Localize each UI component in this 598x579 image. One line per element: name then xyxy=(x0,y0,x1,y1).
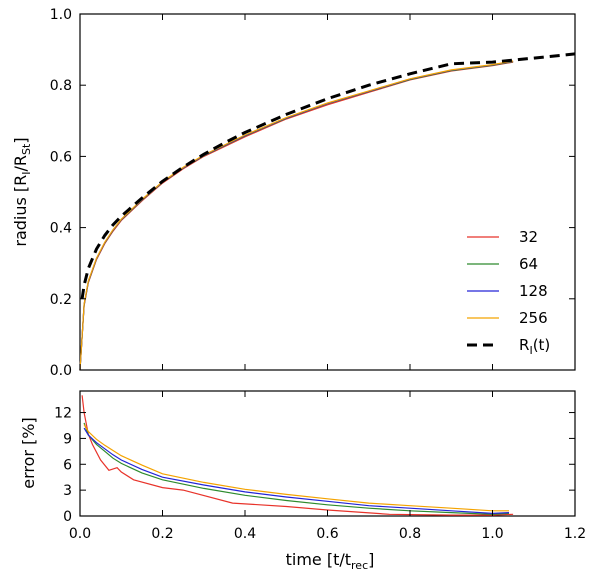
error-axis-ticks: 0 3 6 9 12 0.0 0.2 0.4 0.6 0.8 1.0 1.2 xyxy=(54,391,586,542)
radius-series-line-1 xyxy=(79,61,514,371)
x-tick-label: 0.2 xyxy=(151,526,173,542)
error-series-line-3 xyxy=(83,424,509,512)
x-tick-label: 0.6 xyxy=(316,526,338,542)
error-series-line-2 xyxy=(83,427,510,515)
legend-label-0: 32 xyxy=(519,228,538,246)
legend-label-2: 128 xyxy=(519,282,548,300)
legend: 32 64 128 256 RI(t) xyxy=(467,228,550,357)
x-tick-label: 1.0 xyxy=(481,526,503,542)
error-series-lines xyxy=(81,395,514,516)
radius-y-tick-label: 0.6 xyxy=(50,149,72,165)
radius-y-tick-label: 1.0 xyxy=(50,7,72,23)
error-y-tick-label: 12 xyxy=(54,406,72,422)
radius-plot: 0.0 0.2 0.4 0.6 0.8 1.0 32 64 128 256 RI(t) radiu… xyxy=(11,7,576,379)
error-y-tick-label: 9 xyxy=(63,431,72,447)
error-plot: 0 3 6 9 12 0.0 0.2 0.4 0.6 0.8 1.0 1.2 error [%] ti… xyxy=(19,390,586,572)
error-series-line-0 xyxy=(81,395,514,516)
radius-y-tick-label: 0.8 xyxy=(50,78,72,94)
radius-y-tick-label: 0.4 xyxy=(50,221,72,237)
error-plot-frame xyxy=(79,390,576,517)
radius-series-line-3 xyxy=(79,60,514,371)
radius-series-lines xyxy=(79,52,576,371)
x-tick-label: 0.8 xyxy=(399,526,421,542)
x-tick-label: 0.4 xyxy=(234,526,256,542)
radius-y-axis-label: radius [RI/RSt] xyxy=(11,137,33,246)
radius-series-line-4 xyxy=(80,52,576,300)
error-y-tick-label: 0 xyxy=(63,509,72,525)
radius-y-tick-label: 0.2 xyxy=(50,292,72,308)
error-y-axis-label: error [%] xyxy=(19,417,38,489)
legend-label-1: 64 xyxy=(519,255,538,273)
legend-label-3: 256 xyxy=(519,309,548,327)
error-y-tick-label: 6 xyxy=(63,457,72,473)
radius-plot-frame xyxy=(79,13,576,371)
radius-y-tick-label: 0.0 xyxy=(50,363,72,379)
radius-series-line-0 xyxy=(79,61,514,371)
error-y-tick-label: 3 xyxy=(63,483,72,499)
legend-label-4: RI(t) xyxy=(519,336,550,357)
x-tick-label: 1.2 xyxy=(564,526,586,542)
radius-series-line-2 xyxy=(79,60,514,371)
error-series-line-1 xyxy=(83,422,510,515)
radius-axis-ticks: 0.0 0.2 0.4 0.6 0.8 1.0 xyxy=(50,7,576,379)
x-axis-label: time [t/trec] xyxy=(286,550,375,572)
x-tick-label: 0.0 xyxy=(69,526,91,542)
